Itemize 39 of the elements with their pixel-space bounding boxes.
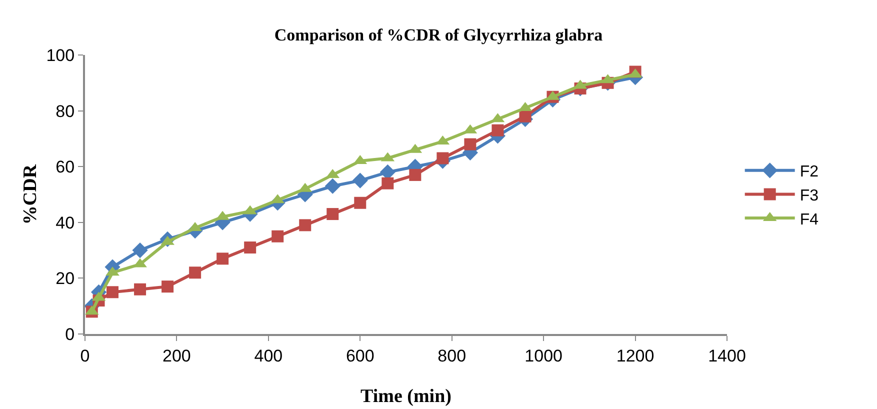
- y-axis-title: %CDR: [20, 164, 41, 225]
- x-tick-label: 0: [80, 346, 90, 366]
- legend-label: F2: [800, 164, 819, 181]
- x-tick-label: 1000: [524, 346, 562, 366]
- point: [436, 152, 449, 164]
- x-tick-label: 1400: [708, 346, 746, 366]
- x-tick-label: 800: [438, 346, 466, 366]
- point: [409, 168, 422, 181]
- point: [382, 177, 394, 190]
- x-tick-label: 400: [254, 346, 283, 366]
- x-tick-label: 600: [346, 346, 374, 366]
- point: [189, 266, 202, 279]
- x-axis-title: Time (min): [360, 386, 452, 407]
- x-tick-label: 1200: [616, 346, 654, 366]
- point: [464, 138, 476, 150]
- chart-title: Comparison of %CDR of Glycyrrhiza glabra: [274, 26, 604, 45]
- y-tick-label: 60: [56, 158, 75, 177]
- y-tick-label: 20: [56, 269, 75, 288]
- point: [326, 208, 339, 220]
- point: [272, 230, 284, 242]
- point: [324, 178, 340, 194]
- y-tick-label: 80: [56, 102, 75, 121]
- legend-label: F3: [800, 187, 819, 204]
- point: [354, 196, 366, 209]
- point: [162, 280, 174, 293]
- legend-label: F4: [800, 211, 819, 228]
- point: [299, 219, 312, 232]
- x-tick-label: 200: [162, 346, 191, 366]
- point: [352, 172, 368, 188]
- point: [132, 242, 148, 258]
- point: [216, 252, 229, 265]
- point: [492, 124, 504, 136]
- point: [244, 242, 256, 254]
- point: [106, 286, 119, 298]
- point: [519, 110, 532, 122]
- y-tick-label: 0: [65, 324, 75, 344]
- point: [134, 283, 146, 296]
- y-tick-label: 40: [56, 213, 75, 232]
- y-tick-label: 100: [46, 46, 75, 65]
